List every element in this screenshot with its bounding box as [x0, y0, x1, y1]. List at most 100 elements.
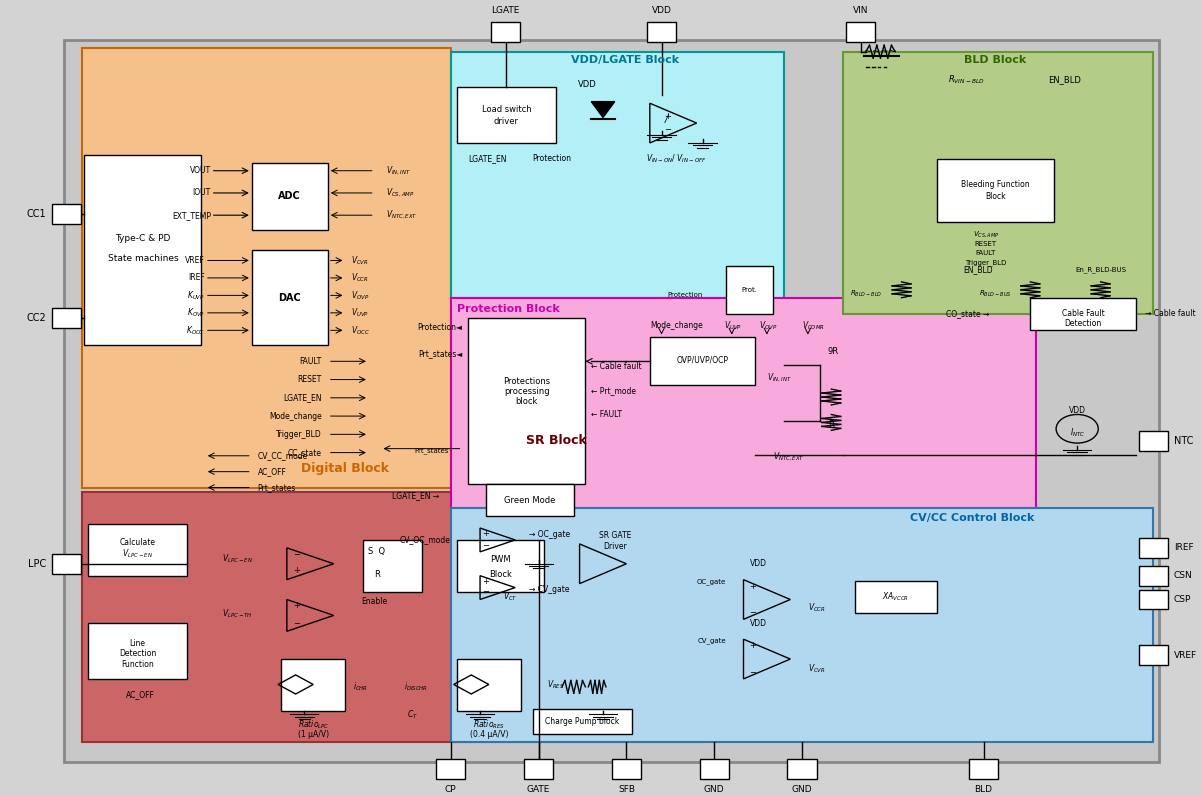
Text: CC1: CC1	[26, 209, 47, 220]
FancyBboxPatch shape	[468, 318, 585, 485]
Text: BLD: BLD	[974, 785, 992, 794]
Text: Cable Fault: Cable Fault	[1062, 309, 1105, 318]
Text: $R_{BLD-BLD}$: $R_{BLD-BLD}$	[850, 289, 883, 298]
Text: $V_{RES}$: $V_{RES}$	[548, 678, 564, 691]
Text: $K_{UVP}$: $K_{UVP}$	[187, 289, 205, 302]
Text: Protection: Protection	[667, 292, 703, 298]
FancyBboxPatch shape	[524, 759, 554, 778]
Text: Load switch: Load switch	[482, 105, 531, 114]
Text: OC_gate: OC_gate	[697, 579, 725, 585]
Text: ← Prt_mode: ← Prt_mode	[591, 386, 637, 395]
Text: $V_{OCC}$: $V_{OCC}$	[351, 324, 370, 337]
Text: → OC_gate: → OC_gate	[530, 530, 570, 539]
FancyBboxPatch shape	[855, 581, 937, 613]
Text: $R_{VIN-BLD}$: $R_{VIN-BLD}$	[949, 73, 985, 86]
FancyBboxPatch shape	[846, 21, 876, 41]
Text: $R_{BLD-BUS}$: $R_{BLD-BUS}$	[979, 289, 1011, 298]
Text: → CV_gate: → CV_gate	[530, 585, 569, 594]
FancyBboxPatch shape	[88, 524, 187, 576]
Text: VDD: VDD	[751, 560, 767, 568]
FancyBboxPatch shape	[363, 540, 422, 591]
Text: Detection: Detection	[1064, 318, 1101, 328]
Text: $i_{CHR}$: $i_{CHR}$	[353, 681, 369, 693]
Text: ~~~~: ~~~~	[865, 47, 897, 57]
FancyBboxPatch shape	[788, 759, 817, 778]
FancyBboxPatch shape	[84, 155, 202, 345]
FancyBboxPatch shape	[1030, 298, 1136, 330]
Text: Prt_states: Prt_states	[414, 447, 448, 454]
Text: Mode_change: Mode_change	[269, 412, 322, 420]
Text: IREF: IREF	[189, 273, 205, 283]
Text: −: −	[749, 668, 757, 677]
Text: $V_{NTC,EXT}$: $V_{NTC,EXT}$	[772, 451, 805, 462]
Text: Prt_states◄: Prt_states◄	[418, 349, 462, 358]
FancyBboxPatch shape	[611, 759, 641, 778]
FancyBboxPatch shape	[486, 485, 574, 516]
FancyBboxPatch shape	[436, 759, 466, 778]
Text: $V_{CT}$: $V_{CT}$	[503, 591, 518, 603]
Text: Bleeding Function: Bleeding Function	[961, 180, 1029, 189]
Text: SFB: SFB	[617, 785, 635, 794]
Text: VDD: VDD	[1069, 406, 1086, 415]
Text: BLD Block: BLD Block	[964, 55, 1027, 64]
Text: ← Cable fault: ← Cable fault	[591, 362, 641, 372]
Text: $V_{IN,INT}$: $V_{IN,INT}$	[767, 372, 791, 384]
FancyBboxPatch shape	[1139, 646, 1167, 665]
Text: VDD: VDD	[751, 618, 767, 628]
Text: Mode_change: Mode_change	[650, 321, 703, 330]
Text: Protections: Protections	[503, 377, 550, 385]
FancyBboxPatch shape	[52, 205, 82, 224]
Text: IREF: IREF	[1173, 544, 1194, 552]
Text: $V_{IN-ON}$/ $V_{IN-OFF}$: $V_{IN-ON}$/ $V_{IN-OFF}$	[646, 153, 707, 165]
Text: +: +	[293, 567, 300, 576]
FancyBboxPatch shape	[725, 266, 772, 314]
Text: Green Mode: Green Mode	[504, 496, 556, 505]
Polygon shape	[591, 102, 615, 118]
Text: ← FAULT: ← FAULT	[591, 410, 622, 419]
Text: $Ratio_{LPC}$: $Ratio_{LPC}$	[298, 719, 329, 732]
Text: VDD/LGATE Block: VDD/LGATE Block	[572, 55, 680, 64]
FancyBboxPatch shape	[52, 554, 82, 574]
Text: $V_{COMR}$: $V_{COMR}$	[802, 319, 825, 332]
Text: VDD: VDD	[579, 80, 597, 89]
Text: Protection Block: Protection Block	[456, 304, 560, 314]
Text: OVP/UVP/OCP: OVP/UVP/OCP	[676, 355, 729, 365]
Text: (1 μA/V): (1 μA/V)	[298, 730, 329, 739]
FancyBboxPatch shape	[450, 298, 1036, 508]
Text: +: +	[293, 601, 300, 611]
Text: CO_state →: CO_state →	[946, 309, 990, 318]
Text: processing: processing	[504, 387, 550, 396]
Text: CC_state: CC_state	[288, 448, 322, 457]
Text: $I_{NTC}$: $I_{NTC}$	[1070, 427, 1085, 439]
Text: $V_{CVR}$: $V_{CVR}$	[808, 662, 826, 675]
Text: FAULT: FAULT	[300, 357, 322, 366]
Text: Digital Block: Digital Block	[301, 462, 389, 475]
Text: (0.4 μA/V): (0.4 μA/V)	[470, 730, 509, 739]
Text: VIN: VIN	[853, 6, 868, 15]
Text: $i_{DISCHR}$: $i_{DISCHR}$	[404, 681, 428, 693]
Text: EN_BLD: EN_BLD	[1048, 75, 1081, 84]
Text: VREF: VREF	[1173, 650, 1197, 660]
FancyBboxPatch shape	[65, 40, 1159, 763]
Text: State machines: State machines	[108, 254, 178, 263]
Text: LGATE: LGATE	[491, 6, 520, 15]
Text: GATE: GATE	[527, 785, 550, 794]
Text: Protection: Protection	[533, 154, 572, 163]
Text: LPC: LPC	[28, 559, 47, 569]
Text: CV_CC_mode: CV_CC_mode	[257, 451, 307, 460]
Text: FAULT: FAULT	[975, 250, 996, 256]
FancyBboxPatch shape	[1139, 590, 1167, 610]
Text: AC_OFF: AC_OFF	[126, 690, 155, 700]
Text: $C_T$: $C_T$	[407, 708, 418, 721]
FancyBboxPatch shape	[843, 52, 1153, 314]
Text: +: +	[483, 529, 489, 538]
Text: +: +	[749, 641, 757, 650]
Text: $V_{LPC-EN}$: $V_{LPC-EN}$	[222, 552, 253, 565]
Text: Protection◄: Protection◄	[418, 322, 462, 332]
Text: ADC: ADC	[279, 191, 301, 201]
Text: Charge Pump block: Charge Pump block	[545, 717, 620, 726]
FancyBboxPatch shape	[456, 88, 556, 143]
Text: $V_{CS,AMP}$: $V_{CS,AMP}$	[387, 187, 414, 199]
FancyBboxPatch shape	[82, 492, 703, 743]
Text: $V_{CCR}$: $V_{CCR}$	[808, 601, 826, 614]
